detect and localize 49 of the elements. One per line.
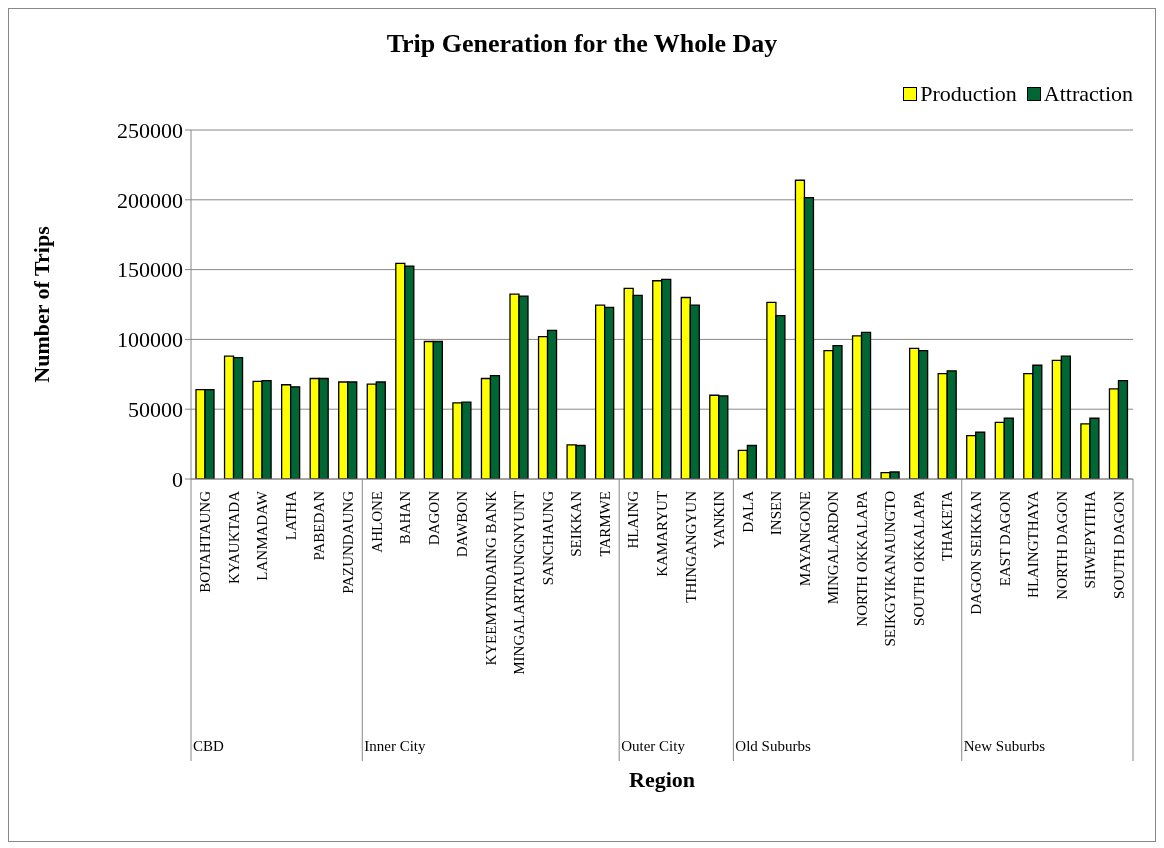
y-tick-label: 0 [172,466,183,492]
x-tick-label: DALA [739,490,756,533]
x-tick-label: THINGANGYUN [682,490,699,603]
x-tick-label: NORTH DAGON [1053,490,1070,600]
x-tick-label: HLAING [625,490,642,549]
legend-label: Attraction [1043,81,1133,107]
x-tick-label: MAYANGONE [796,491,813,587]
y-axis-title: Number of Trips [28,225,54,383]
x-tick-label: BAHAN [397,490,414,545]
x-tick-label: KYEEMYINDAING BANK [482,490,499,666]
chart-title: Trip Generation for the Whole Day [385,29,779,59]
x-tick-label: YANKIN [711,490,728,549]
y-tick-label: 150000 [117,257,183,283]
x-tick-label: KAMARYUT [654,491,670,577]
x-tick-label: LATHA [282,490,299,541]
x-tick-label: INSEN [768,490,785,536]
x-tick-label: SEIKGYIKANAUNGTO [882,490,899,647]
x-tick-label: EAST DAGON [996,490,1013,587]
x-tick-label: PABEDAN [311,490,328,561]
x-tick-label: PAZUNDAUNG [340,490,356,594]
x-tick-label: SANCHAUNG [539,490,556,586]
y-tick-label: 100000 [117,327,183,353]
y-tick-label: 200000 [117,187,183,213]
text: CBD [193,738,225,754]
x-tick-label: SHWEPYITHA [1082,490,1099,589]
legend-label: Production [920,81,1017,107]
x-tick-label: DAGON [425,490,442,546]
text: Outer City [621,738,686,754]
x-tick-label: BOTAHTAUNG [197,490,214,593]
y-tick-label: 250000 [117,117,183,143]
y-tick-label: 50000 [128,397,183,423]
text: New Suburbs [963,738,1046,754]
x-tick-label: HLAINGTHAYA [1025,490,1042,598]
x-tick-label: SOUTH OKKALAPA [910,490,927,626]
x-axis-title: Region [629,767,695,792]
x-tick-label: AHLONE [368,491,385,553]
x-tick-label: KYAUKTADA [225,490,242,584]
x-tick-label: NORTH OKKALAPA [853,490,870,627]
x-tick-label: DAGON SEIKKAN [968,490,984,615]
x-tick-label: MINGALARDON [825,490,842,605]
x-tick-label: TARMWE [596,491,613,557]
x-tick-label: MINGALARTAUNGNYUNT [511,491,528,675]
x-tick-label: THAKETA [939,490,956,561]
x-tick-label: LANMADAW [254,490,271,581]
x-tick-label: SOUTH DAGON [1110,490,1127,599]
text: Old Suburbs [735,738,811,754]
x-tick-label: DAWBON [454,490,471,558]
text: Inner City [364,738,427,754]
x-tick-label: SEIKKAN [568,490,585,557]
